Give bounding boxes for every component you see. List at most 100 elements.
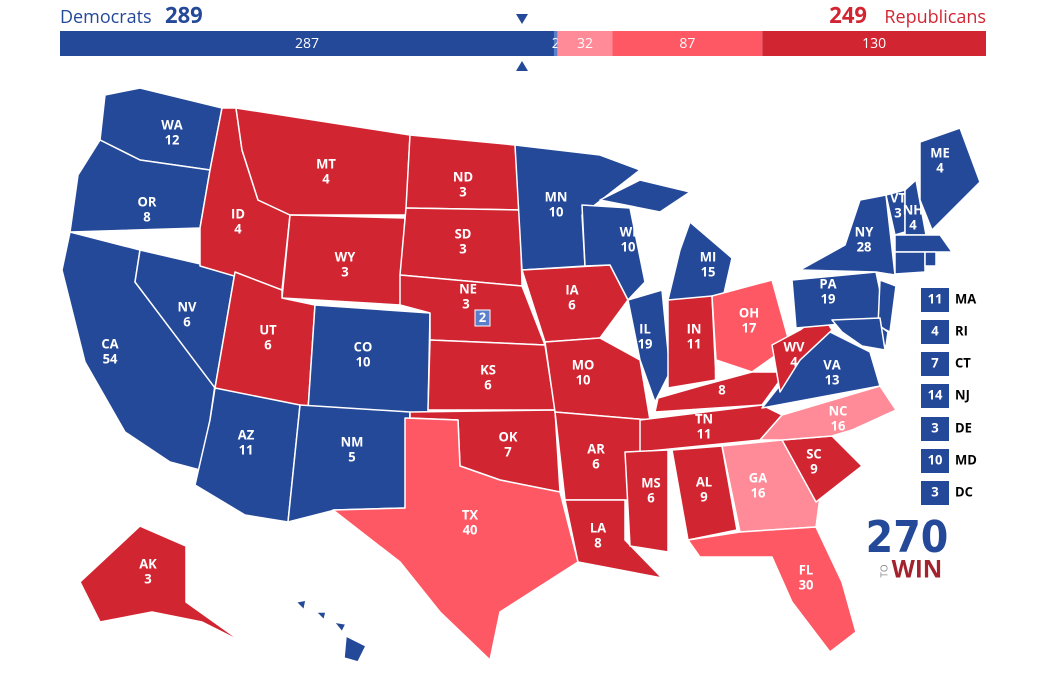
state-ev: 10: [356, 352, 371, 370]
side-box: [921, 449, 949, 473]
state-ev: 4: [936, 158, 944, 176]
state-ev: 6: [568, 295, 576, 313]
state-abbr: MA: [955, 289, 976, 307]
state-ev: 8: [143, 207, 150, 225]
state-shape: [894, 234, 953, 253]
bar-segment: [60, 31, 554, 56]
state-shape: [877, 279, 897, 333]
logo-to: TO: [877, 564, 891, 578]
state-abbr: TX: [462, 505, 479, 523]
state-shape: [581, 204, 646, 301]
state-abbr: WA: [161, 115, 183, 133]
dem-label: Democrats: [60, 5, 152, 29]
state-abbr: MT: [316, 154, 336, 172]
state-abbr: VT: [890, 188, 906, 206]
side-box: [921, 384, 949, 408]
logo-win: WIN: [892, 552, 943, 585]
state-shape: [924, 251, 937, 267]
state-abbr: MN: [545, 187, 568, 205]
state-ev: 4: [322, 169, 330, 187]
state-ev: 10: [576, 370, 591, 388]
state-abbr: WV: [783, 337, 805, 355]
state-ev: 7: [931, 353, 939, 371]
state: NE3: [399, 274, 546, 346]
side-box: [921, 288, 949, 312]
state-abbr: SD: [455, 224, 472, 242]
state-shape: [79, 525, 243, 643]
state-abbr: CA: [101, 334, 118, 352]
side-box: [921, 320, 949, 344]
state-shape: [333, 621, 347, 633]
bar-label: 2: [552, 34, 560, 53]
state-ev: 4: [931, 321, 939, 339]
state-shape: [667, 295, 717, 389]
state-ev: 3: [459, 239, 466, 257]
state: MT4: [235, 107, 411, 216]
state: KS6: [427, 339, 556, 411]
state-ev: 6: [647, 488, 655, 506]
state-abbr: OH: [739, 303, 759, 321]
state-ev: 16: [831, 416, 846, 434]
state-ev: 11: [928, 289, 943, 307]
state-shape: [671, 445, 738, 541]
side-box: [921, 417, 949, 441]
state-abbr: NH: [903, 200, 924, 218]
state-abbr: AL: [696, 472, 712, 490]
state-abbr: AK: [139, 554, 157, 572]
state-shape: [627, 289, 671, 403]
state: 4 RI: [921, 251, 968, 344]
state-ev: 7: [504, 442, 512, 460]
state: ME4: [919, 127, 981, 231]
state-abbr: VA: [823, 355, 840, 373]
state-abbr: MI: [700, 247, 717, 265]
state-abbr: NV: [177, 297, 197, 315]
state: ND3: [405, 134, 521, 211]
state-abbr: NY: [855, 222, 875, 240]
bar-segment: [553, 31, 558, 56]
state-abbr: WI: [620, 222, 637, 240]
logo: 270 TO WIN: [866, 512, 949, 585]
state-abbr: LA: [590, 518, 606, 536]
state-shape: [564, 499, 663, 579]
state-abbr: SC: [806, 444, 821, 462]
state-abbr: ID: [231, 204, 245, 222]
state-ev: 3: [931, 418, 938, 436]
state-abbr: DC: [955, 482, 973, 500]
state-shape: [771, 313, 833, 393]
state-ev: 15: [701, 262, 716, 280]
state-ev: 54: [103, 349, 118, 367]
state-ev: 17: [742, 318, 757, 336]
state-ev: 10: [928, 450, 943, 468]
state-shape: [544, 337, 651, 421]
state-abbr: AZ: [238, 425, 255, 443]
state-abbr: WY: [335, 247, 357, 265]
state-shape: [831, 317, 886, 351]
state-ev: 12: [165, 130, 180, 148]
state-abbr: NC: [829, 401, 848, 419]
bar-label: 130: [862, 34, 886, 53]
bar-label: 287: [295, 34, 319, 53]
state-abbr: FL: [799, 560, 813, 578]
side-box: [921, 481, 949, 505]
state-ev: 3: [459, 182, 466, 200]
state-ev: 16: [751, 483, 766, 501]
state-abbr: ND: [453, 167, 473, 185]
state-shape: [759, 385, 897, 441]
state-ev: 10: [621, 237, 636, 255]
state-shape: [799, 194, 896, 276]
state-abbr: MO: [572, 355, 595, 373]
dem-total: 289: [165, 0, 203, 30]
state-shape: [332, 417, 579, 661]
state-abbr: CO: [354, 337, 373, 355]
state-abbr: TN: [695, 409, 713, 427]
state-shape: [315, 611, 327, 621]
state-abbr: MS: [641, 473, 660, 491]
state-ev: 8: [594, 533, 601, 551]
state-ev: 28: [857, 237, 872, 255]
state-abbr: AR: [587, 439, 605, 457]
state-abbr: ME: [930, 143, 950, 161]
